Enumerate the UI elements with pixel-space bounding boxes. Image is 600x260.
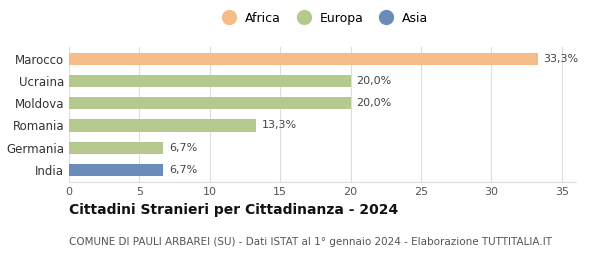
- Text: 20,0%: 20,0%: [356, 76, 392, 86]
- Text: 20,0%: 20,0%: [356, 98, 392, 108]
- Bar: [69, 164, 163, 176]
- Text: 6,7%: 6,7%: [169, 165, 197, 175]
- Bar: [69, 53, 538, 65]
- Text: COMUNE DI PAULI ARBAREI (SU) - Dati ISTAT al 1° gennaio 2024 - Elaborazione TUTT: COMUNE DI PAULI ARBAREI (SU) - Dati ISTA…: [69, 237, 552, 246]
- Legend: Africa, Europa, Asia: Africa, Europa, Asia: [211, 7, 434, 30]
- Bar: [69, 119, 256, 132]
- Text: 6,7%: 6,7%: [169, 143, 197, 153]
- Text: 13,3%: 13,3%: [262, 120, 297, 131]
- Text: 33,3%: 33,3%: [544, 54, 579, 64]
- Bar: [69, 97, 350, 109]
- Text: Cittadini Stranieri per Cittadinanza - 2024: Cittadini Stranieri per Cittadinanza - 2…: [69, 203, 398, 217]
- Bar: [69, 141, 163, 154]
- Bar: [69, 75, 350, 87]
